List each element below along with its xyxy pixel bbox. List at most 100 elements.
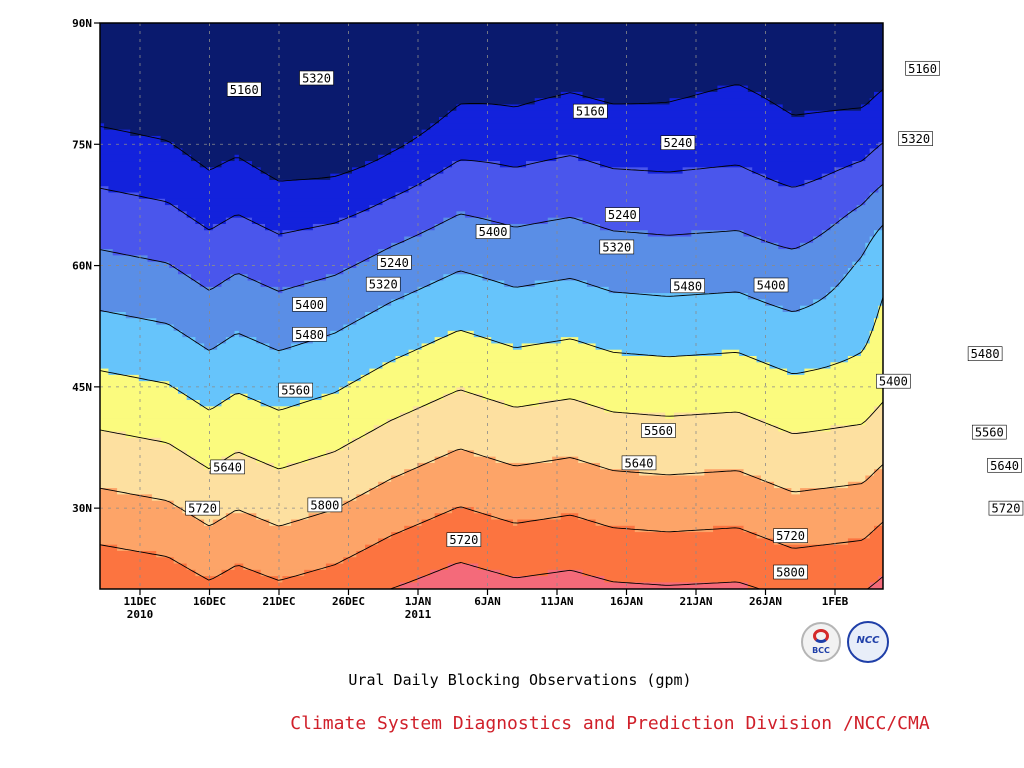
svg-text:5400: 5400 (295, 298, 324, 312)
contour-band-cell (243, 563, 327, 571)
contour-band-cell (100, 400, 201, 407)
contour-band-cell (308, 456, 436, 464)
contour-band-cell (604, 576, 879, 584)
contour-band-cell (874, 318, 883, 326)
contour-label: 5720 (773, 528, 808, 543)
contour-band-cell (434, 337, 492, 345)
contour-band-cell (482, 274, 845, 282)
contour-band-cell (100, 79, 883, 87)
contour-band-cell (404, 469, 640, 477)
contour-band-cell (434, 223, 601, 231)
contour-band-cell (338, 387, 457, 395)
contour-band-cell (212, 519, 270, 527)
chart-subtitle: Ural Daily Blocking Observations (gpm) (348, 671, 692, 689)
contour-band-cell (100, 368, 109, 376)
contour-band-cell (186, 450, 236, 458)
contour-band-cell (100, 110, 449, 118)
contour-band-cell (404, 142, 879, 150)
contour-band-cell (830, 286, 883, 294)
contour-band-cell (100, 98, 536, 106)
svg-text:5800: 5800 (776, 566, 805, 580)
contour-band-cell (391, 148, 871, 156)
contour-band-cell (421, 179, 779, 187)
contour-band-cell (299, 400, 431, 407)
contour-band-cell (100, 129, 131, 137)
contour-band-cell (647, 167, 684, 175)
contour-band-cell (100, 66, 883, 74)
contour-label: 5480 (670, 278, 705, 293)
contour-label: 5400 (876, 373, 911, 389)
contour-band-cell (234, 563, 244, 571)
contour-line-5800 (390, 562, 883, 589)
contour-band-cell (343, 267, 849, 275)
contour-band-cell (673, 412, 749, 420)
contour-band-cell (360, 374, 883, 382)
contour-label: 5320 (898, 131, 933, 146)
contour-band-cell (217, 343, 270, 351)
contour-band-cell (100, 519, 205, 527)
contour-band-cell (100, 223, 205, 231)
contour-band-cell (221, 280, 262, 288)
contour-band-cell (191, 274, 231, 282)
contour-band-cell (669, 98, 771, 106)
x-tick-label: 21JAN (679, 595, 712, 608)
contour-band-cell (839, 217, 883, 225)
contour-band-cell (100, 362, 384, 370)
contour-band-cell (269, 519, 292, 527)
contour-band-cell (108, 368, 371, 376)
contour-band-cell (195, 513, 227, 521)
contour-band-cell (473, 330, 871, 338)
contour-band-cell (382, 362, 771, 370)
contour-band-cell (182, 148, 392, 156)
contour-band-cell (869, 337, 883, 345)
contour-band-cell (100, 192, 140, 200)
contour-band-cell (539, 400, 588, 407)
contour-band-cell (465, 211, 849, 219)
contour-band-cell (330, 506, 453, 514)
contour-band-cell (356, 261, 853, 269)
contour-band-cell (100, 280, 201, 288)
contour-band-cell (365, 161, 453, 168)
contour-band-cell (282, 230, 423, 238)
contour-band-cell (499, 161, 527, 168)
contour-label: 5240 (660, 135, 696, 150)
y-tick-label: 60N (72, 260, 92, 273)
contour-band-cell (765, 173, 823, 181)
contour-band-cell (465, 387, 883, 395)
contour-band-cell (186, 393, 231, 401)
contour-band-cell (100, 462, 205, 470)
contour-band-cell (504, 400, 540, 407)
svg-text:5560: 5560 (281, 384, 310, 398)
contour-band-cell (100, 230, 279, 238)
contour-band-cell (800, 242, 866, 250)
contour-band-cell (456, 387, 466, 395)
contour-band-cell (599, 462, 883, 470)
contour-band-cell (582, 217, 840, 225)
contour-band-cell (404, 293, 749, 301)
contour-band-cell (491, 217, 549, 225)
svg-text:5640: 5640 (990, 459, 1019, 473)
y-tick-label: 45N (72, 381, 92, 394)
contour-band-cell (874, 525, 883, 533)
contour-band-cell (138, 374, 362, 382)
contour-band-cell (325, 450, 449, 458)
contour-band-cell (178, 267, 344, 275)
contour-band-cell (260, 280, 305, 288)
contour-band-cell (747, 582, 871, 589)
contour-band-cell (847, 481, 883, 489)
contour-band-cell (595, 343, 866, 351)
x-tick-label: 26DEC (332, 595, 365, 608)
contour-band-cell (312, 337, 436, 345)
contour-band-cell (447, 450, 475, 458)
contour-band-cell (256, 337, 314, 345)
contour-band-cell (582, 91, 697, 99)
contour-band-cell (330, 330, 449, 338)
contour-band-cell (100, 217, 196, 225)
contour-band-cell (743, 525, 875, 533)
contour-band-cell (599, 161, 853, 168)
contour-band-cell (378, 154, 558, 162)
contour-band-cell (100, 494, 153, 502)
contour-band-cell (604, 406, 875, 414)
contour-band-cell (430, 400, 505, 407)
contour-band-cell (117, 488, 370, 495)
